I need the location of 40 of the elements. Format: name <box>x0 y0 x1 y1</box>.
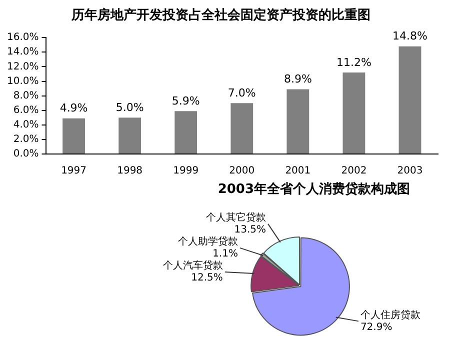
bar <box>342 72 366 154</box>
data-label: 5.9% <box>172 94 200 108</box>
y-tick-label: 10.0% <box>6 76 39 87</box>
x-tick-label: 2003 <box>397 166 423 177</box>
data-label: 72.9% <box>360 322 392 333</box>
data-label: 13.5% <box>234 224 266 236</box>
y-tick-label: 4.0% <box>13 119 39 130</box>
y-tick-label: 8.0% <box>13 90 39 102</box>
bar <box>118 118 142 154</box>
x-tick-label: 1997 <box>61 166 87 177</box>
data-label: 14.8% <box>392 30 428 43</box>
y-tick-label: 12.0% <box>6 61 39 72</box>
chart-title: 2003年全省个人消费贷款构成图 <box>218 181 410 198</box>
x-tick-label: 1999 <box>173 166 199 177</box>
data-label: 4.9% <box>60 102 88 115</box>
bar <box>62 118 85 154</box>
y-tick-label: 0.0% <box>13 148 39 160</box>
data-label: 8.9% <box>284 72 312 86</box>
x-tick-label: 2001 <box>285 166 311 177</box>
x-tick-label: 2000 <box>229 166 255 177</box>
data-label: 1.1% <box>212 248 238 260</box>
bar <box>398 46 422 154</box>
bar <box>174 111 198 154</box>
bar <box>286 89 310 154</box>
y-tick-label: 16.0% <box>6 32 39 44</box>
slice-label: 个人汽车贷款 <box>162 260 223 272</box>
slice-label: 个人助学贷款 <box>178 236 238 248</box>
data-label: 5.0% <box>116 100 144 114</box>
y-tick-label: 2.0% <box>13 134 39 146</box>
y-tick-label: 6.0% <box>13 104 39 116</box>
y-tick-label: 14.0% <box>6 46 39 58</box>
data-label: 12.5% <box>191 272 223 284</box>
slice-label: 个人住房贷款 <box>360 308 420 321</box>
data-label: 7.0% <box>228 86 256 100</box>
x-tick-label: 1998 <box>117 166 143 177</box>
data-label: 11.2% <box>336 56 372 69</box>
slice-label: 个人其它贷款 <box>206 212 266 224</box>
x-tick-label: 2002 <box>341 166 367 177</box>
chart-title: 历年房地产开发投资占全社会固定资产投资的比重图 <box>70 7 370 24</box>
bar <box>230 103 254 154</box>
